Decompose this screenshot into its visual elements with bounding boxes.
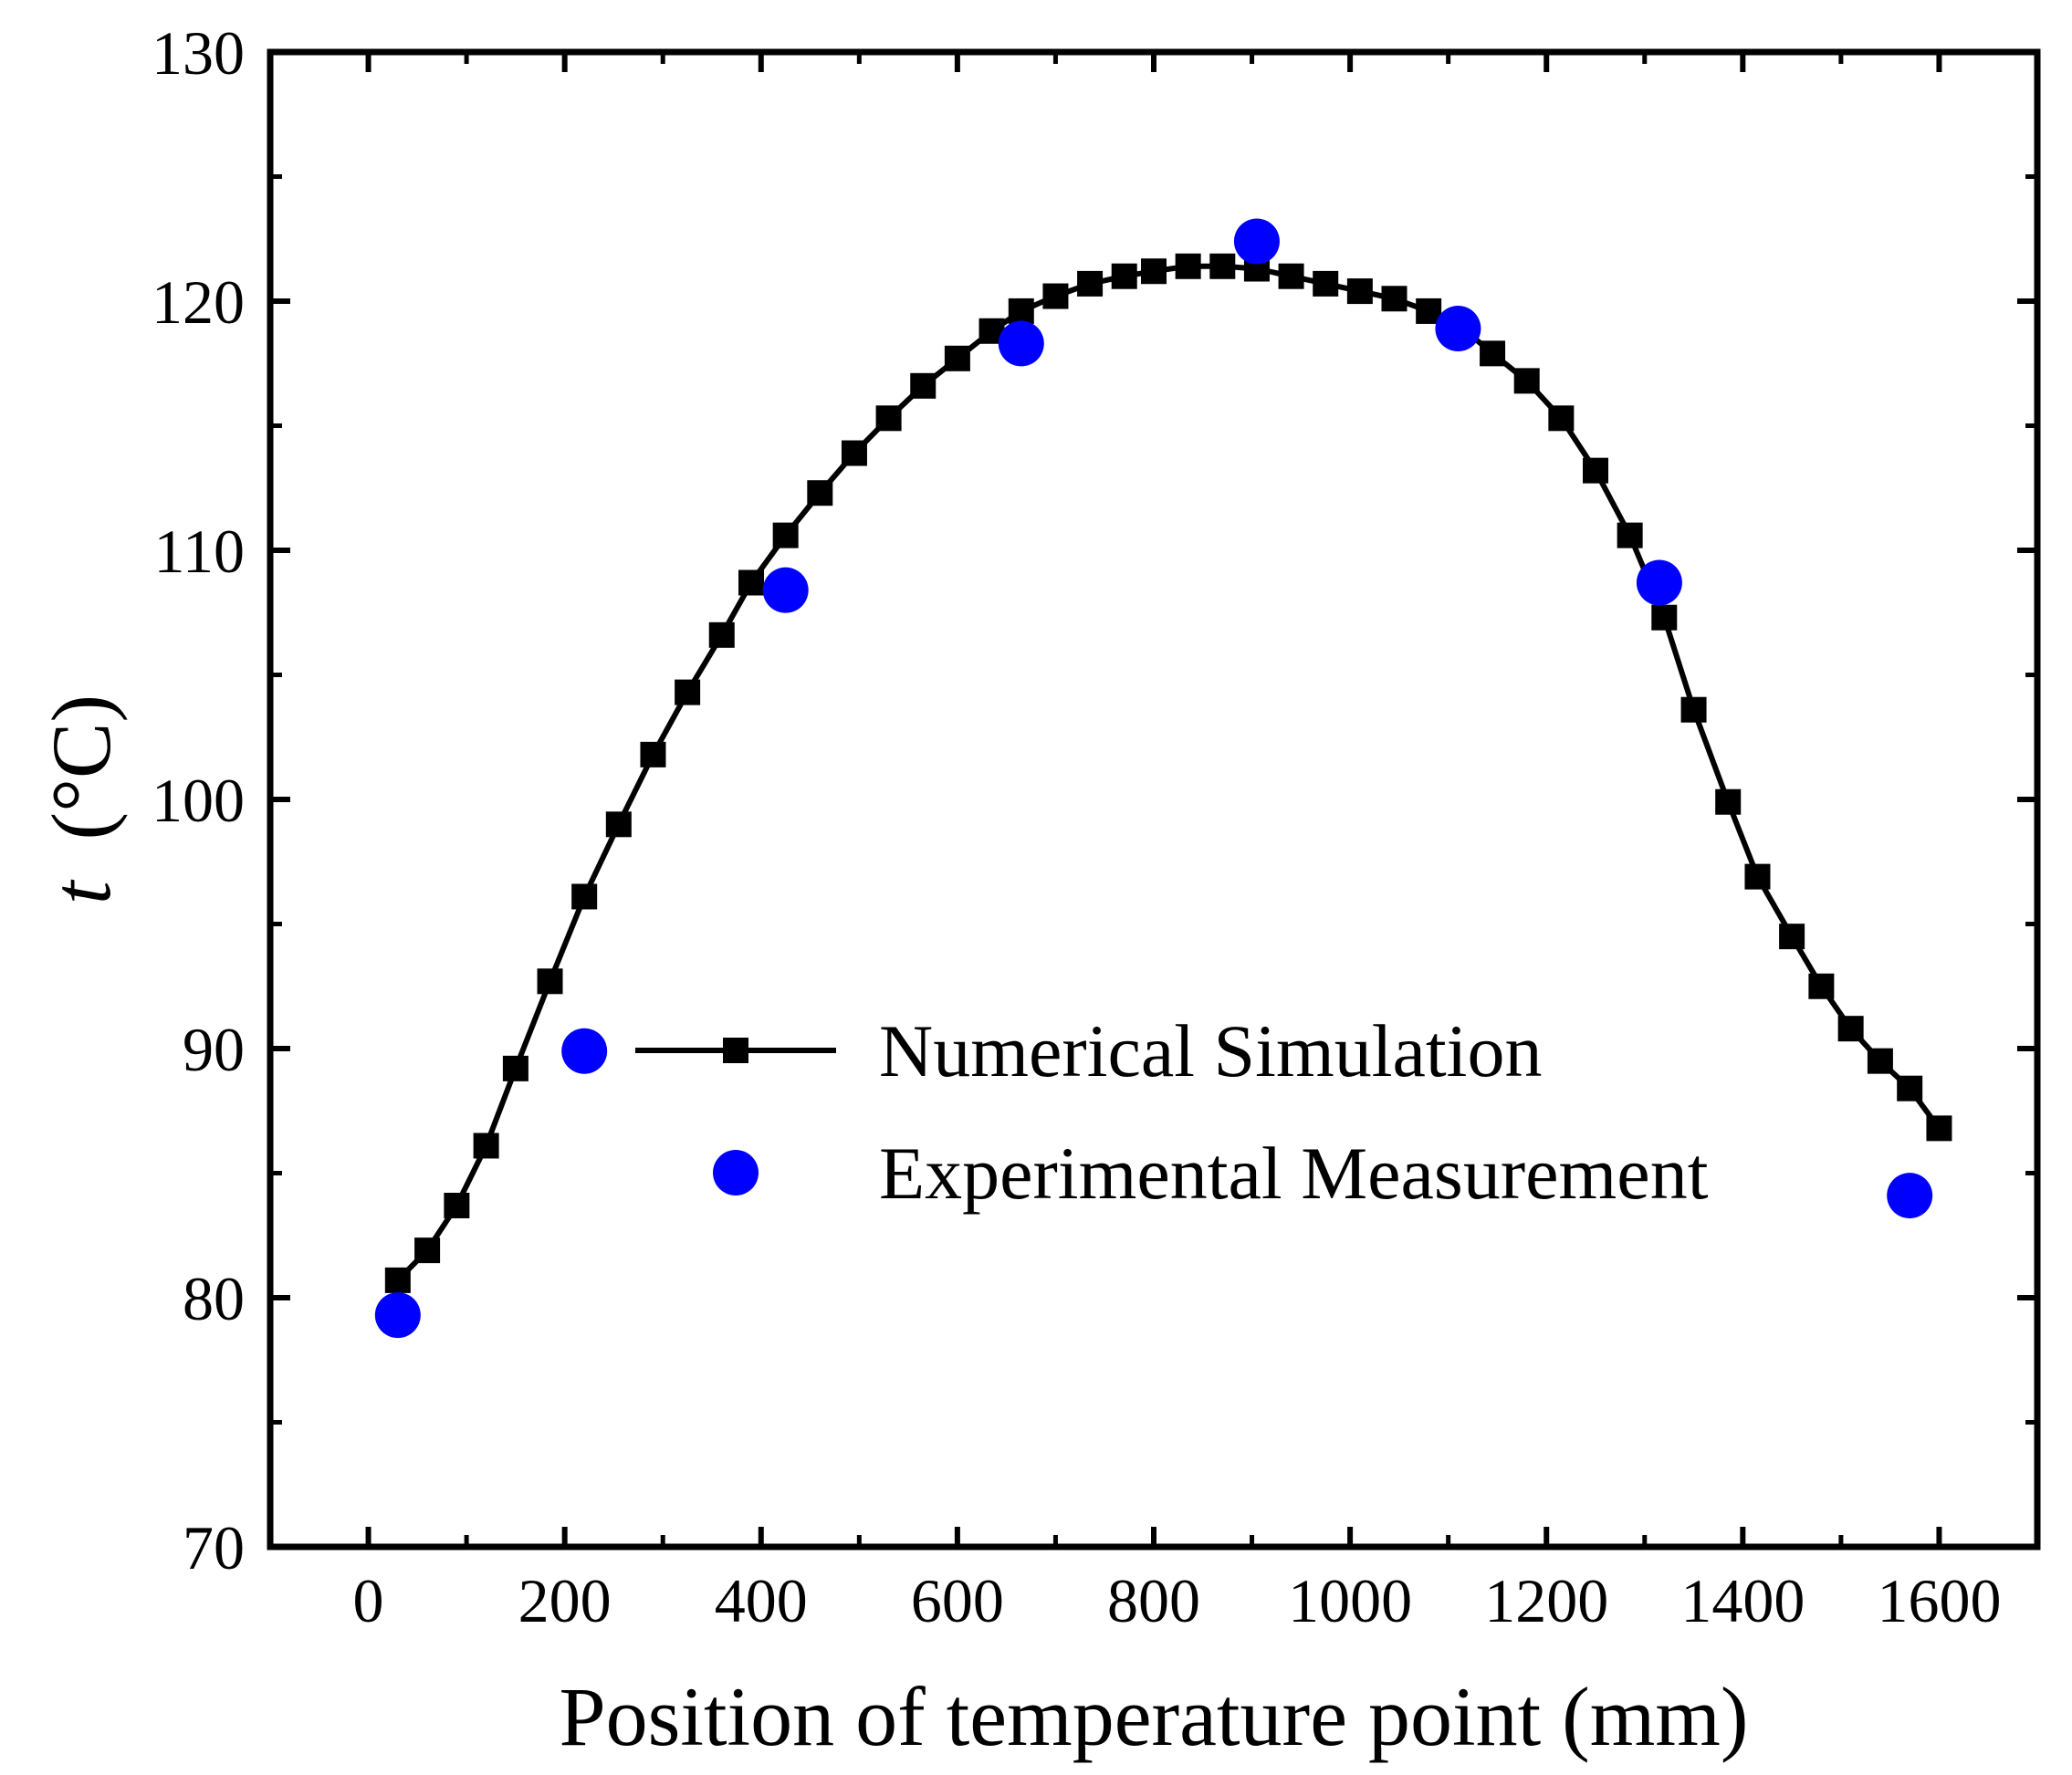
simulation-point <box>675 679 701 705</box>
simulation-point <box>1548 405 1575 432</box>
experimental-point <box>1435 306 1481 352</box>
simulation-point <box>944 345 970 371</box>
y-tick-label: 70 <box>183 1513 245 1582</box>
simulation-point <box>640 741 666 767</box>
x-tick-label: 1400 <box>1680 1566 1805 1635</box>
simulation-point <box>1141 258 1167 285</box>
simulation-point <box>1715 788 1742 815</box>
simulation-point <box>1111 263 1137 289</box>
simulation-point <box>1897 1075 1923 1102</box>
simulation-point <box>444 1192 470 1218</box>
experimental-point <box>762 567 809 613</box>
simulation-point <box>1209 253 1236 279</box>
simulation-point <box>414 1237 441 1264</box>
legend-label-simulation: Numerical Simulation <box>879 1009 1542 1092</box>
simulation-point <box>1926 1115 1952 1142</box>
y-axis-variable: t <box>35 879 128 904</box>
x-tick-label: 1200 <box>1484 1566 1608 1635</box>
x-tick-label: 1600 <box>1877 1566 2001 1635</box>
simulation-point <box>1313 270 1339 297</box>
x-tick-label: 400 <box>715 1566 808 1635</box>
y-tick-label: 80 <box>183 1264 245 1333</box>
simulation-point <box>1837 1016 1864 1042</box>
simulation-point <box>1077 270 1104 297</box>
x-axis-title: Position of temperature point (mm) <box>559 1670 1748 1763</box>
x-tick-label: 1000 <box>1288 1566 1412 1635</box>
simulation-point <box>738 569 765 596</box>
y-tick-labels: 70 80 90 100 110 120 130 <box>152 18 245 1582</box>
experimental-point <box>1233 218 1280 265</box>
y-tick-label: 100 <box>152 766 245 835</box>
simulation-point <box>1617 522 1643 548</box>
y-tick-label: 120 <box>152 267 245 337</box>
simulation-point <box>384 1267 411 1293</box>
simulation-point <box>841 440 867 466</box>
legend-circle-marker <box>713 1150 759 1196</box>
simulation-point <box>1808 973 1835 999</box>
legend-label-experimental: Experimental Measurement <box>879 1132 1709 1215</box>
simulation-point <box>1175 253 1201 279</box>
experimental-point <box>1636 559 1682 606</box>
experimental-point <box>561 1028 608 1074</box>
legend: Numerical Simulation Experimental Measur… <box>635 1009 1709 1215</box>
simulation-point <box>910 372 937 399</box>
simulation-point <box>1867 1048 1893 1074</box>
y-tick-label: 130 <box>152 18 245 88</box>
simulation-point <box>537 968 563 995</box>
simulation-point <box>1651 604 1678 631</box>
y-axis-unit: (°C) <box>35 694 128 840</box>
plot-series <box>374 218 1952 1339</box>
simulation-point <box>1278 263 1304 289</box>
experimental-point <box>374 1292 421 1339</box>
y-tick-label: 110 <box>154 517 245 586</box>
experimental-point <box>998 320 1044 367</box>
simulation-point <box>1346 278 1373 305</box>
x-tick-label: 200 <box>518 1566 612 1635</box>
x-tick-label: 800 <box>1107 1566 1200 1635</box>
simulation-point <box>1381 286 1407 312</box>
simulation-point <box>571 883 598 910</box>
simulation-point <box>807 480 833 506</box>
legend-square-marker <box>723 1038 748 1063</box>
simulation-point <box>1042 283 1069 309</box>
plot-frame <box>267 48 2041 1551</box>
simulation-point <box>1680 696 1707 723</box>
x-tick-label: 600 <box>911 1566 1004 1635</box>
simulation-point <box>1008 298 1034 324</box>
simulation-point <box>1583 457 1608 484</box>
y-tick-label: 90 <box>183 1015 245 1084</box>
x-tick-label: 0 <box>353 1566 384 1635</box>
simulation-point <box>473 1133 499 1159</box>
experimental-point <box>1887 1173 1933 1219</box>
simulation-point <box>708 621 735 648</box>
simulation-point <box>772 522 799 548</box>
y-axis-title: t (°C) <box>35 694 128 904</box>
simulation-point <box>1513 368 1540 394</box>
simulation-point <box>1779 924 1805 950</box>
simulation-point <box>605 811 632 838</box>
simulation-point <box>1480 340 1506 367</box>
simulation-point <box>502 1055 528 1081</box>
simulation-point <box>875 405 902 432</box>
x-tick-labels: 0 200 400 600 800 1000 1200 1400 1600 <box>353 1566 2002 1635</box>
simulation-point <box>1744 863 1771 890</box>
